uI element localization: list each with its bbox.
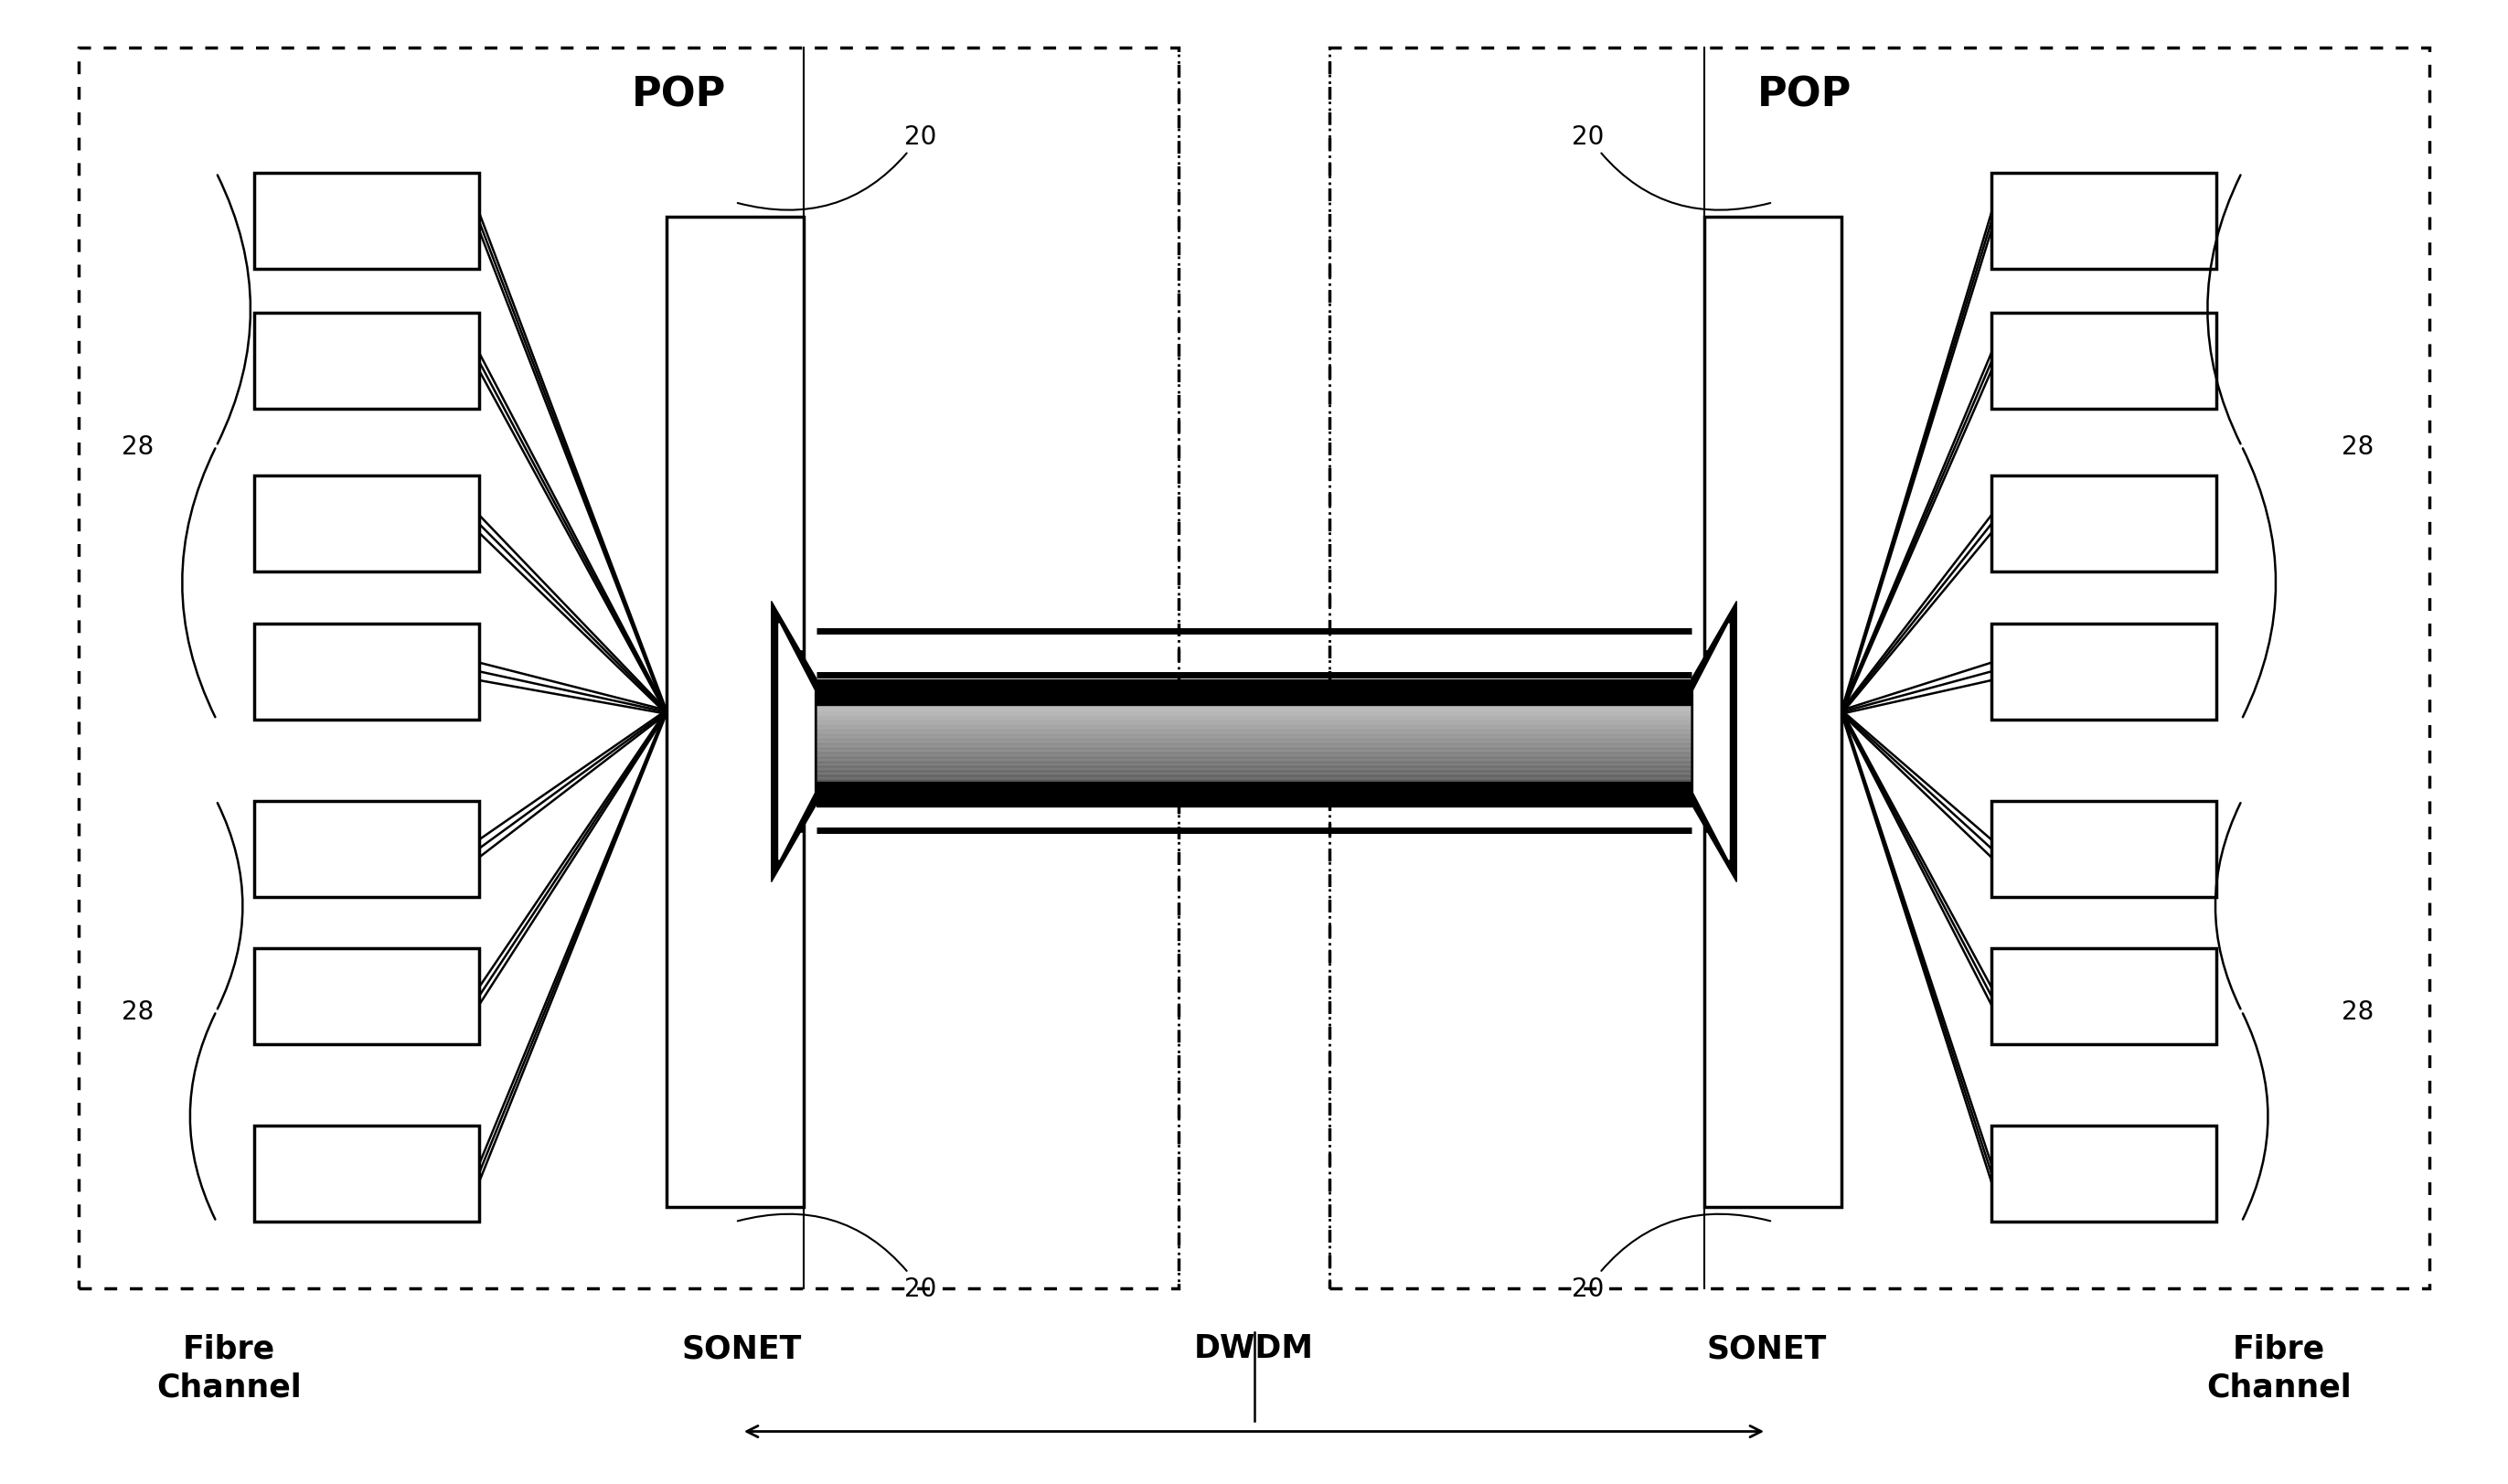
Bar: [253, 476, 479, 573]
Text: 20: 20: [737, 1214, 935, 1301]
Bar: [1991, 1126, 2217, 1221]
Text: Fibre
Channel: Fibre Channel: [155, 1333, 301, 1402]
Text: 28: 28: [2342, 999, 2375, 1024]
Bar: [1991, 801, 2217, 896]
Bar: [78, 47, 1179, 1288]
Text: SONET: SONET: [1705, 1333, 1826, 1364]
Bar: [253, 801, 479, 896]
Text: 28: 28: [120, 433, 153, 460]
Polygon shape: [780, 623, 815, 861]
Bar: [1703, 218, 1841, 1206]
Text: POP: POP: [632, 76, 727, 114]
Bar: [1991, 174, 2217, 270]
Polygon shape: [1690, 601, 1736, 883]
Polygon shape: [1693, 623, 1728, 861]
Bar: [1991, 948, 2217, 1045]
Text: 20: 20: [737, 123, 935, 211]
Bar: [253, 948, 479, 1045]
Bar: [253, 174, 479, 270]
Text: DWDM: DWDM: [1194, 1333, 1314, 1364]
Bar: [253, 313, 479, 410]
Text: POP: POP: [1756, 76, 1851, 114]
Bar: [1991, 623, 2217, 720]
Text: SONET: SONET: [682, 1333, 803, 1364]
Text: 20: 20: [1573, 1214, 1771, 1301]
Text: 20: 20: [1573, 123, 1771, 211]
Bar: [253, 623, 479, 720]
Bar: [818, 697, 1690, 789]
Text: 28: 28: [2342, 433, 2375, 460]
Bar: [667, 218, 805, 1206]
Polygon shape: [772, 601, 818, 883]
Text: Fibre
Channel: Fibre Channel: [2207, 1333, 2353, 1402]
Text: 28: 28: [120, 999, 153, 1024]
Bar: [1329, 47, 2430, 1288]
Bar: [1991, 476, 2217, 573]
Bar: [253, 1126, 479, 1221]
Bar: [1991, 313, 2217, 410]
